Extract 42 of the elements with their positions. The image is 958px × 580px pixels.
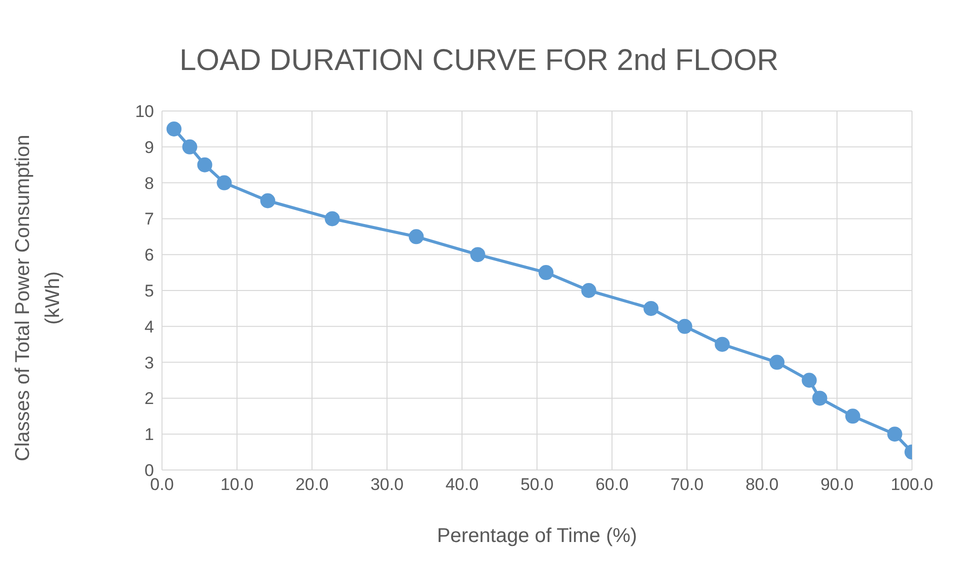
point — [538, 265, 554, 280]
point — [197, 157, 212, 172]
point — [581, 283, 596, 298]
y-tick-label: 2 — [144, 389, 154, 408]
y-tick-label: 10 — [135, 102, 154, 122]
point — [182, 139, 198, 154]
point — [677, 318, 692, 334]
x-tick-label: 90.0 — [820, 475, 854, 494]
x-tick-label: 40.0 — [445, 475, 479, 494]
x-tick-label: 80.0 — [745, 475, 779, 494]
point — [887, 426, 902, 442]
point — [770, 354, 784, 370]
y-tick-label: 5 — [144, 282, 154, 301]
chart-title: LOAD DURATION CURVE FOR 2nd FLOOR — [178, 44, 780, 78]
point — [408, 229, 424, 244]
x-tick-label: 30.0 — [370, 475, 404, 494]
point — [845, 408, 860, 424]
point — [644, 300, 658, 316]
point — [812, 390, 828, 406]
y-tick-label: 7 — [144, 210, 154, 229]
y-tick-label: 1 — [144, 425, 154, 444]
x-tick-label: 60.0 — [595, 475, 629, 494]
x-axis-title: Perentage of Time (%) — [436, 525, 638, 547]
point — [802, 372, 817, 388]
y-tick-label: 3 — [144, 353, 154, 372]
point — [324, 211, 340, 226]
x-tick-label: 50.0 — [520, 475, 554, 494]
y-tick-label: 6 — [144, 246, 154, 265]
x-tick-label: 0.0 — [150, 475, 174, 494]
x-tick-label: 10.0 — [220, 475, 254, 494]
point — [216, 175, 232, 190]
x-tick-label: 70.0 — [670, 475, 704, 494]
y-tick-label: 4 — [144, 317, 154, 336]
y-tick-label: 8 — [144, 174, 154, 193]
y-tick-label: 9 — [144, 138, 154, 157]
point — [470, 247, 486, 262]
point — [714, 336, 730, 352]
x-tick-label: 100.0 — [890, 475, 934, 494]
x-tick-label: 20.0 — [295, 475, 329, 494]
point — [166, 121, 182, 136]
point — [260, 193, 276, 208]
y-axis-title: Classes of Total Power Consumption (kWh) — [11, 134, 65, 464]
